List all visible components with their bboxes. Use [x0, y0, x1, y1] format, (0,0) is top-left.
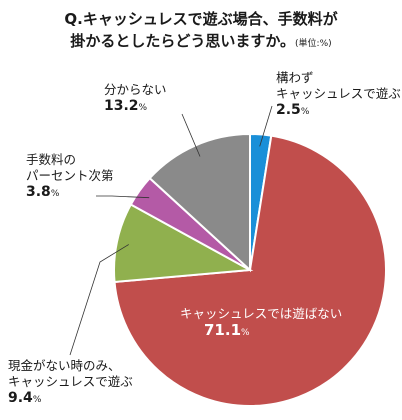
- leader-lines: [69, 105, 273, 356]
- label-slice-3-value: 3.8: [26, 184, 51, 200]
- label-slice-2-line1: 現金がない時のみ、: [8, 358, 121, 373]
- label-slice-0-line2: キャッシュレスで遊ぶ: [276, 86, 401, 101]
- leader-line-slice-4: [181, 113, 201, 157]
- label-slice-2-line2: キャッシュレスで遊ぶ: [8, 374, 133, 389]
- pie-slices: [113, 132, 388, 407]
- label-slice-0-unit: %: [300, 107, 310, 117]
- label-slice-0-line1: 構わず: [276, 70, 314, 85]
- title-unit: (単位:%): [295, 39, 332, 49]
- leader-line-slice-2: [69, 244, 129, 356]
- title-line-2: 掛かるとしたらどう思いますか。(単位:%): [0, 30, 402, 55]
- label-slice-0-value: 2.5: [276, 102, 301, 118]
- label-slice-2-unit: %: [32, 395, 42, 405]
- slice-cash-only: [113, 203, 254, 284]
- label-slice-1-value: 71.1: [204, 321, 242, 339]
- label-slice-3-unit: %: [50, 189, 60, 199]
- chart-title: Q.キャッシュレスで遊ぶ場合、手数料が 掛かるとしたらどう思いますか。(単位:%…: [0, 8, 402, 55]
- leader-line-slice-0: [259, 105, 273, 147]
- label-slice-4: 分からない 13.2%: [104, 82, 167, 116]
- label-slice-1: キャッシュレスでは遊ばない 71.1%: [180, 306, 342, 341]
- label-slice-2: 現金がない時のみ、 キャッシュレスで遊ぶ 9.4%: [8, 358, 133, 408]
- label-slice-3-line2: パーセント次第: [26, 168, 114, 183]
- label-slice-0: 構わず キャッシュレスで遊ぶ 2.5%: [276, 70, 401, 120]
- label-slice-1-unit: %: [241, 328, 250, 338]
- leader-line-slice-3: [96, 195, 150, 199]
- label-slice-1-line1: キャッシュレスでは遊ばない: [180, 306, 343, 321]
- title-line-2-text: 掛かるとしたらどう思いますか。: [70, 32, 296, 50]
- label-slice-3: 手数料の パーセント次第 3.8%: [26, 152, 114, 202]
- label-slice-3-line1: 手数料の: [26, 152, 77, 167]
- label-slice-4-unit: %: [138, 103, 148, 113]
- label-slice-4-line1: 分からない: [104, 82, 167, 97]
- title-line-1: Q.キャッシュレスで遊ぶ場合、手数料が: [64, 10, 338, 28]
- label-slice-2-value: 9.4: [8, 390, 33, 406]
- label-slice-4-value: 13.2: [104, 98, 139, 114]
